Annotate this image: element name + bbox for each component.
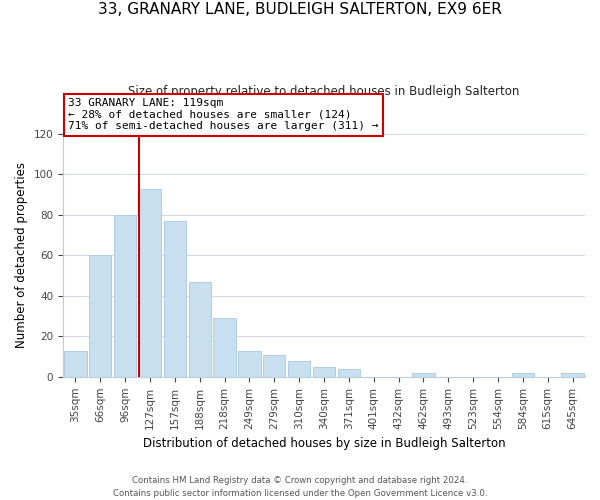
- Bar: [338, 368, 360, 377]
- X-axis label: Distribution of detached houses by size in Budleigh Salterton: Distribution of detached houses by size …: [143, 437, 505, 450]
- Text: 33, GRANARY LANE, BUDLEIGH SALTERTON, EX9 6ER: 33, GRANARY LANE, BUDLEIGH SALTERTON, EX…: [98, 2, 502, 18]
- Bar: [214, 318, 236, 377]
- Y-axis label: Number of detached properties: Number of detached properties: [15, 162, 28, 348]
- Bar: [89, 256, 112, 377]
- Bar: [164, 221, 186, 377]
- Bar: [114, 215, 136, 377]
- Bar: [64, 350, 86, 377]
- Title: Size of property relative to detached houses in Budleigh Salterton: Size of property relative to detached ho…: [128, 85, 520, 98]
- Bar: [263, 354, 286, 377]
- Bar: [412, 373, 434, 377]
- Bar: [562, 373, 584, 377]
- Bar: [313, 366, 335, 377]
- Bar: [238, 350, 260, 377]
- Bar: [288, 360, 310, 377]
- Bar: [188, 282, 211, 377]
- Bar: [139, 188, 161, 377]
- Text: 33 GRANARY LANE: 119sqm
← 28% of detached houses are smaller (124)
71% of semi-d: 33 GRANARY LANE: 119sqm ← 28% of detache…: [68, 98, 379, 132]
- Bar: [512, 373, 534, 377]
- Text: Contains HM Land Registry data © Crown copyright and database right 2024.
Contai: Contains HM Land Registry data © Crown c…: [113, 476, 487, 498]
